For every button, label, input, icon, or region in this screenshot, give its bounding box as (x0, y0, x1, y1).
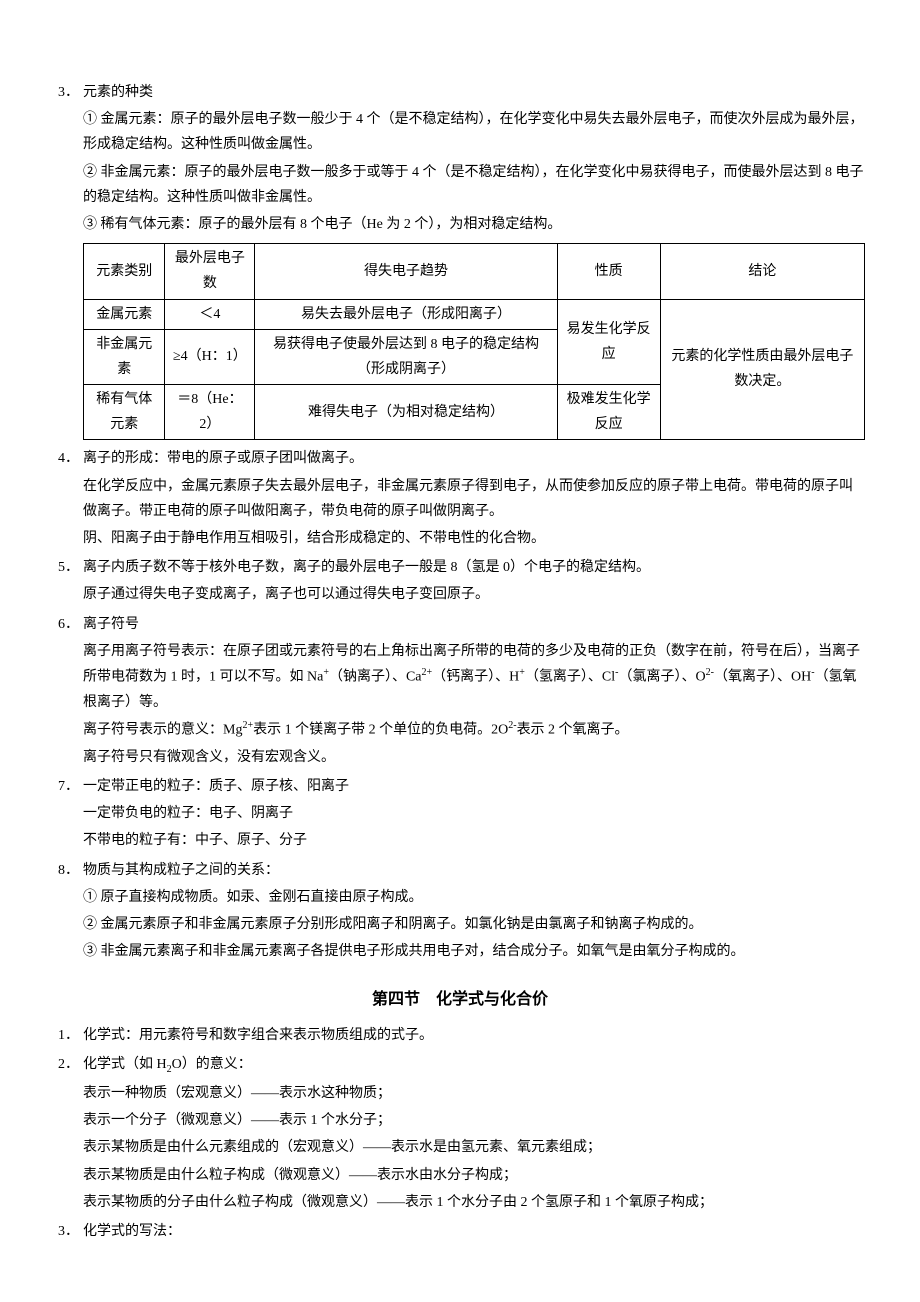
text: （氧离子）、OH (714, 670, 811, 685)
list-item-s2-2: 2． 化学式（如 H2O）的意义： 表示一种物质（宏观意义）——表示水这种物质；… (55, 1052, 865, 1217)
paragraph: 不带电的粒子有：中子、原子、分子 (83, 828, 865, 853)
td: 极难发生化学反应 (557, 385, 660, 440)
td: 难得失电子（为相对稳定结构） (255, 385, 557, 440)
paragraph: 表示某物质是由什么元素组成的（宏观意义）——表示水是由氢元素、氧元素组成； (83, 1135, 865, 1160)
list-item-s2-1: 1． 化学式：用元素符号和数字组合来表示物质组成的式子。 (55, 1023, 865, 1050)
paragraph: 离子内质子数不等于核外电子数，离子的最外层电子一般是 8（氢是 0）个电子的稳定… (83, 555, 865, 580)
item-number: 6． (55, 612, 83, 772)
paragraph: 一定带正电的粒子：质子、原子核、阳离子 (83, 774, 865, 799)
superscript: 2+ (242, 720, 253, 731)
item-content: 化学式（如 H2O）的意义： 表示一种物质（宏观意义）——表示水这种物质； 表示… (83, 1052, 865, 1217)
td: ＜4 (165, 299, 255, 329)
superscript: 2- (508, 720, 516, 731)
item-number: 5． (55, 555, 83, 609)
text: 表示 1 个镁离子带 2 个单位的负电荷。2O (253, 723, 508, 738)
paragraph: 表示某物质是由什么粒子构成（微观意义）——表示水由水分子构成； (83, 1163, 865, 1188)
list-item-3: 3． 元素的种类 ① 金属元素：原子的最外层电子数一般少于 4 个（是不稳定结构… (55, 80, 865, 239)
text: 离子符号表示的意义：Mg (83, 723, 242, 738)
td: 易获得电子使最外层达到 8 电子的稳定结构（形成阴离子） (255, 329, 557, 384)
paragraph: 表示一种物质（宏观意义）——表示水这种物质； (83, 1081, 865, 1106)
paragraph: ① 原子直接构成物质。如汞、金刚石直接由原子构成。 (83, 885, 865, 910)
paragraph: 一定带负电的粒子：电子、阴离子 (83, 801, 865, 826)
th-conclusion: 结论 (660, 244, 864, 299)
paragraph: 表示一个分子（微观意义）——表示 1 个水分子； (83, 1108, 865, 1133)
item-content: 化学式：用元素符号和数字组合来表示物质组成的式子。 (83, 1023, 865, 1050)
paragraph: ① 金属元素：原子的最外层电子数一般少于 4 个（是不稳定结构），在化学变化中易… (83, 107, 865, 157)
list-item-8: 8． 物质与其构成粒子之间的关系： ① 原子直接构成物质。如汞、金刚石直接由原子… (55, 858, 865, 967)
table-header-row: 元素类别 最外层电子数 得失电子趋势 性质 结论 (84, 244, 865, 299)
td: 非金属元素 (84, 329, 165, 384)
item-number: 3． (55, 1219, 83, 1246)
paragraph: 阴、阳离子由于静电作用互相吸引，结合形成稳定的、不带电性的化合物。 (83, 526, 865, 551)
text: 化学式（如 H (83, 1057, 167, 1072)
th-property: 性质 (557, 244, 660, 299)
list-item-5: 5． 离子内质子数不等于核外电子数，离子的最外层电子一般是 8（氢是 0）个电子… (55, 555, 865, 609)
paragraph: ② 金属元素原子和非金属元素原子分别形成阳离子和阴离子。如氯化钠是由氯离子和钠离… (83, 912, 865, 937)
item-title: 化学式（如 H2O）的意义： (83, 1052, 865, 1079)
paragraph: ③ 非金属元素离子和非金属元素离子各提供电子形成共用电子对，结合成分子。如氧气是… (83, 939, 865, 964)
item-title: 元素的种类 (83, 80, 865, 105)
text: （钙离子）、H (432, 670, 519, 685)
list-item-6: 6． 离子符号 离子用离子符号表示：在原子团或元素符号的右上角标出离子所带的电荷… (55, 612, 865, 772)
item-content: 化学式的写法： (83, 1219, 865, 1246)
item-title: 离子符号 (83, 612, 865, 637)
superscript: 2- (706, 667, 714, 678)
paragraph: 化学式：用元素符号和数字组合来表示物质组成的式子。 (83, 1023, 865, 1048)
text: O）的意义： (172, 1057, 252, 1072)
item-content: 元素的种类 ① 金属元素：原子的最外层电子数一般少于 4 个（是不稳定结构），在… (83, 80, 865, 239)
td: 易失去最外层电子（形成阳离子） (255, 299, 557, 329)
text: （钠离子）、Ca (329, 670, 422, 685)
item-content: 离子的形成：带电的原子或原子团叫做离子。 在化学反应中，金属元素原子失去最外层电… (83, 446, 865, 553)
td: 元素的化学性质由最外层电子数决定。 (660, 299, 864, 440)
item-content: 一定带正电的粒子：质子、原子核、阳离子 一定带负电的粒子：电子、阴离子 不带电的… (83, 774, 865, 856)
paragraph: 表示某物质的分子由什么粒子构成（微观意义）——表示 1 个水分子由 2 个氢原子… (83, 1190, 865, 1215)
td: 稀有气体元素 (84, 385, 165, 440)
list-item-4: 4． 离子的形成：带电的原子或原子团叫做离子。 在化学反应中，金属元素原子失去最… (55, 446, 865, 553)
text: （氢离子）、Cl (525, 670, 615, 685)
item-content: 离子符号 离子用离子符号表示：在原子团或元素符号的右上角标出离子所带的电荷的多少… (83, 612, 865, 772)
th-electrons: 最外层电子数 (165, 244, 255, 299)
paragraph: 原子通过得失电子变成离子，离子也可以通过得失电子变回原子。 (83, 582, 865, 607)
item-title: 物质与其构成粒子之间的关系： (83, 858, 865, 883)
th-tendency: 得失电子趋势 (255, 244, 557, 299)
paragraph: 离子符号表示的意义：Mg2+表示 1 个镁离子带 2 个单位的负电荷。2O2-表… (83, 717, 865, 743)
paragraph: 离子用离子符号表示：在原子团或元素符号的右上角标出离子所带的电荷的多少及电荷的正… (83, 639, 865, 715)
section-title: 第四节 化学式与化合价 (55, 986, 865, 1015)
paragraph: ② 非金属元素：原子的最外层电子数一般多于或等于 4 个（是不稳定结构），在化学… (83, 160, 865, 210)
item-number: 2． (55, 1052, 83, 1217)
paragraph: 化学式的写法： (83, 1219, 865, 1244)
item-number: 4． (55, 446, 83, 553)
item-number: 1． (55, 1023, 83, 1050)
list-item-7: 7． 一定带正电的粒子：质子、原子核、阳离子 一定带负电的粒子：电子、阴离子 不… (55, 774, 865, 856)
superscript: 2+ (422, 667, 433, 678)
item-number: 8． (55, 858, 83, 967)
item-content: 物质与其构成粒子之间的关系： ① 原子直接构成物质。如汞、金刚石直接由原子构成。… (83, 858, 865, 967)
table-row: 金属元素 ＜4 易失去最外层电子（形成阳离子） 易发生化学反应 元素的化学性质由… (84, 299, 865, 329)
td: ＝8（He：2） (165, 385, 255, 440)
item-number: 3． (55, 80, 83, 239)
text: 表示 2 个氧离子。 (517, 723, 629, 738)
item-number: 7． (55, 774, 83, 856)
item-content: 离子内质子数不等于核外电子数，离子的最外层电子一般是 8（氢是 0）个电子的稳定… (83, 555, 865, 609)
th-category: 元素类别 (84, 244, 165, 299)
td: 金属元素 (84, 299, 165, 329)
paragraph: ③ 稀有气体元素：原子的最外层有 8 个电子（He 为 2 个），为相对稳定结构… (83, 212, 865, 237)
paragraph: 离子的形成：带电的原子或原子团叫做离子。 (83, 446, 865, 471)
paragraph: 在化学反应中，金属元素原子失去最外层电子，非金属元素原子得到电子，从而使参加反应… (83, 474, 865, 524)
paragraph: 离子符号只有微观含义，没有宏观含义。 (83, 745, 865, 770)
list-item-s2-3: 3． 化学式的写法： (55, 1219, 865, 1246)
td: 易发生化学反应 (557, 299, 660, 385)
text: （氯离子）、O (619, 670, 706, 685)
td: ≥4（H：1） (165, 329, 255, 384)
element-table: 元素类别 最外层电子数 得失电子趋势 性质 结论 金属元素 ＜4 易失去最外层电… (83, 243, 865, 440)
